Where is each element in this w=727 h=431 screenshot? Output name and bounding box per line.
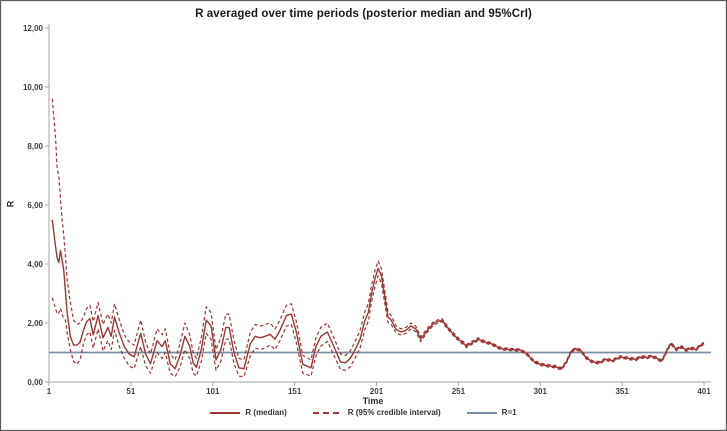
x-tick-label: 251 <box>452 387 466 396</box>
x-tick-label: 351 <box>615 387 629 396</box>
x-tick-label: 301 <box>534 387 548 396</box>
y-tick-label: 8,00 <box>27 142 43 151</box>
legend-item-credible-interval: R (95% credible interval) <box>312 408 441 417</box>
y-tick-label: 2,00 <box>27 319 43 328</box>
chart-title: R averaged over time periods (posterior … <box>195 8 532 20</box>
y-tick-label: 10,00 <box>23 83 44 92</box>
legend-label-credible-interval: R (95% credible interval) <box>347 408 441 417</box>
x-tick-label: 201 <box>370 387 384 396</box>
legend-item-median: R (median) <box>210 408 287 417</box>
x-tick-label: 101 <box>206 387 220 396</box>
legend: R (median) R (95% credible interval) R=1 <box>1 408 726 417</box>
y-tick-label: 12,00 <box>23 24 44 33</box>
legend-swatch-credible-interval-line <box>312 411 343 414</box>
x-tick-label: 1 <box>47 387 52 396</box>
x-axis-title: Time <box>362 396 384 406</box>
y-tick-label: 6,00 <box>27 201 43 210</box>
credible-interval-upper-line <box>51 98 705 369</box>
credible-interval-lower-line <box>51 275 705 378</box>
legend-label-r-equals-1: R=1 <box>501 408 517 417</box>
legend-label-median: R (median) <box>245 408 287 417</box>
x-tick-label: 401 <box>697 387 711 396</box>
median-line <box>51 219 705 370</box>
y-tick-label: 0,00 <box>27 378 43 387</box>
legend-swatch-reference-line <box>466 411 497 414</box>
legend-item-r-equals-1: R=1 <box>466 408 517 417</box>
x-tick-label: 151 <box>288 387 302 396</box>
y-tick-label: 4,00 <box>27 260 43 269</box>
legend-swatch-median-line <box>210 411 241 414</box>
x-tick-label: 51 <box>126 387 135 396</box>
